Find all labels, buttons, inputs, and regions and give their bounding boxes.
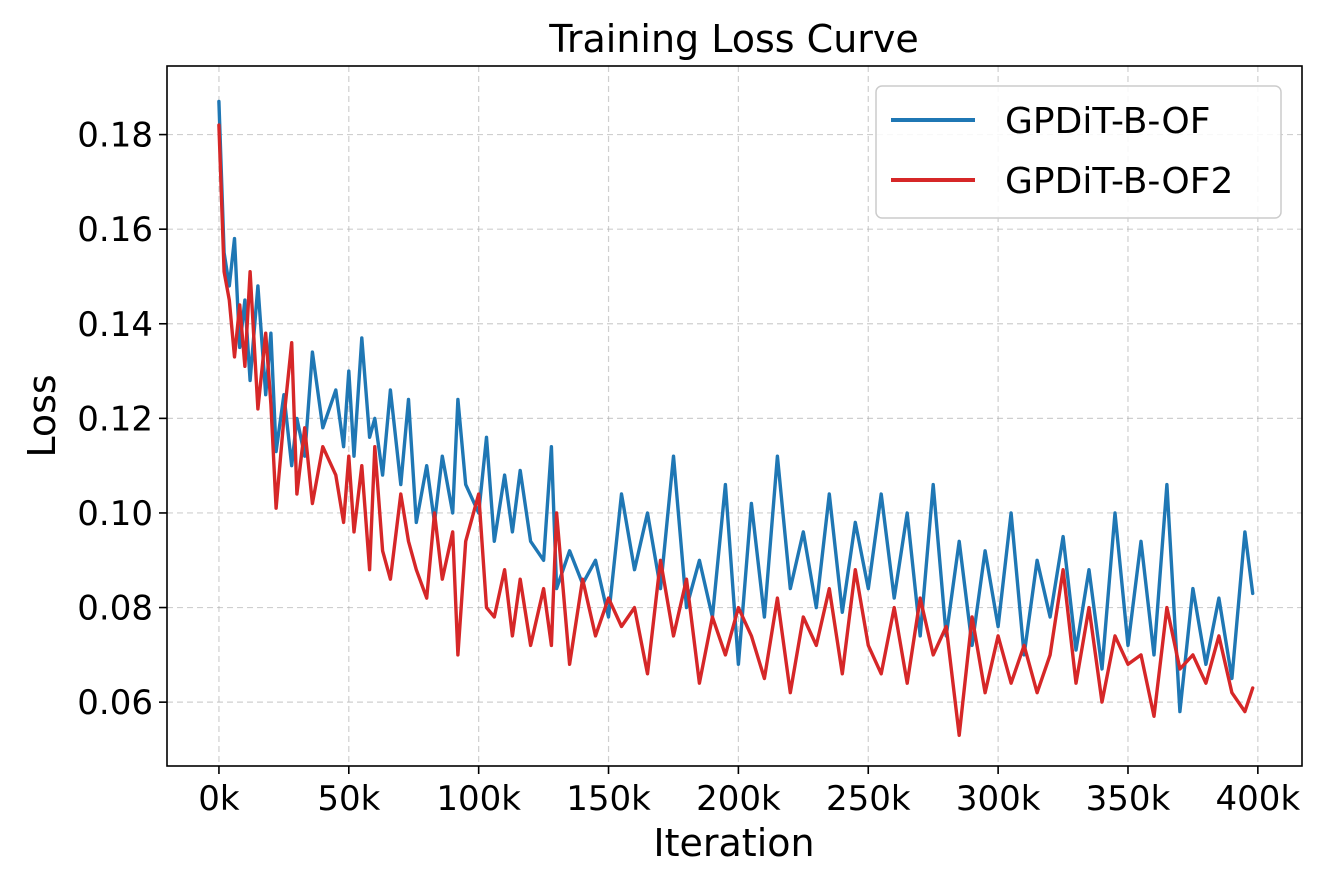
legend-box xyxy=(875,85,1282,219)
y-tick-label: 0.16 xyxy=(77,210,153,250)
x-tick-label: 350k xyxy=(1086,779,1171,819)
legend-label-gpdit-b-of: GPDiT-B-OF xyxy=(1005,101,1210,142)
x-axis-ticks: 0k 50k 100k 150k 200k 250k 300k 350k 400k xyxy=(198,766,1300,819)
y-tick-label: 0.08 xyxy=(77,589,153,629)
series-line-gpdit-b-of xyxy=(217,99,1255,714)
x-tick-label: 250k xyxy=(826,779,911,819)
series-line-gpdit-b-of2 xyxy=(217,123,1255,737)
legend: GPDiT-B-OF GPDiT-B-OF2 xyxy=(875,85,1282,219)
y-axis-label: Loss xyxy=(20,374,64,457)
chart-title: Training Loss Curve xyxy=(548,17,919,61)
x-axis-label: Iteration xyxy=(653,821,814,865)
y-tick-label: 0.12 xyxy=(77,399,153,439)
x-tick-label: 100k xyxy=(436,779,521,819)
y-tick-label: 0.10 xyxy=(77,494,153,534)
series-layer xyxy=(217,99,1255,737)
x-tick-label: 400k xyxy=(1216,779,1301,819)
legend-label-gpdit-b-of2: GPDiT-B-OF2 xyxy=(1005,161,1233,202)
x-tick-label: 50k xyxy=(317,779,380,819)
y-tick-label: 0.18 xyxy=(77,116,153,156)
x-tick-label: 0k xyxy=(198,779,240,819)
plot-frame xyxy=(166,65,1303,767)
x-tick-label: 150k xyxy=(566,779,651,819)
y-tick-label: 0.06 xyxy=(77,683,153,723)
y-tick-label: 0.14 xyxy=(77,305,153,345)
x-tick-label: 200k xyxy=(696,779,781,819)
y-axis-ticks: 0.06 0.08 0.10 0.12 0.14 0.16 0.18 xyxy=(77,116,167,723)
x-tick-label: 300k xyxy=(956,779,1041,819)
